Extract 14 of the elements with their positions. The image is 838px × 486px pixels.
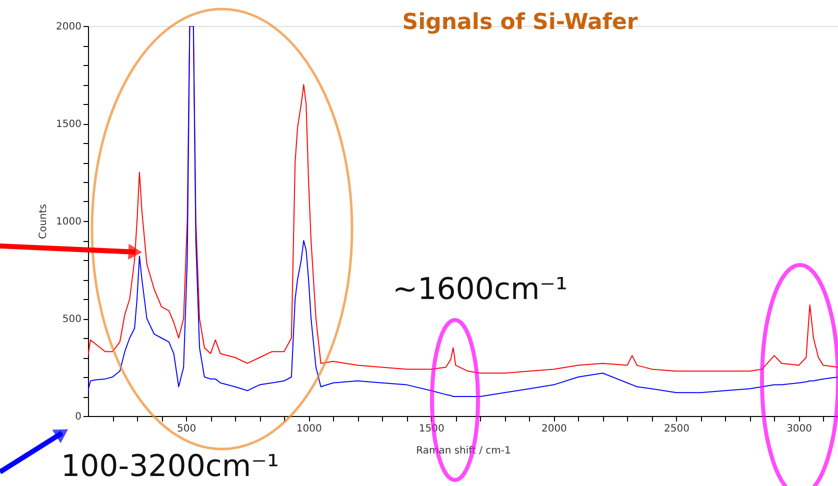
y-tick-label: 2000 bbox=[56, 22, 82, 32]
y-tick-label: 1500 bbox=[56, 119, 82, 130]
annotation: ~1600cm⁻¹ bbox=[392, 272, 568, 307]
x-tick-label: 1000 bbox=[296, 424, 322, 434]
y-axis-title: Counts bbox=[38, 204, 50, 239]
x-tick-label: 3000 bbox=[786, 424, 812, 434]
x-tick-label: 2000 bbox=[541, 424, 567, 434]
text: 100-3200cm⁻¹ bbox=[60, 449, 280, 484]
y-tick-label: 1000 bbox=[56, 216, 82, 228]
chart-title: Signals of Si-Wafer bbox=[402, 10, 638, 35]
y-tick-label: 500 bbox=[62, 314, 82, 325]
x-tick-label: 2500 bbox=[664, 424, 690, 434]
y-tick-label: 0 bbox=[75, 412, 82, 422]
x-tick-label: 500 bbox=[176, 424, 196, 434]
